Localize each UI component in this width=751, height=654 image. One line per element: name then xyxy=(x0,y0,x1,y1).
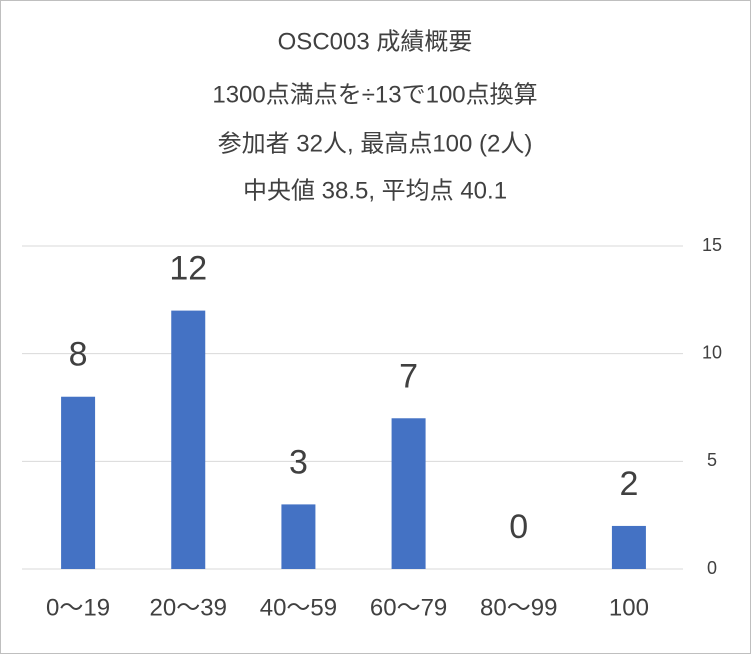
y-tick-label: 5 xyxy=(707,450,717,470)
chart-title: 参加者 32人, 最高点100 (2人) xyxy=(218,130,533,157)
bar xyxy=(281,504,316,569)
data-label: 0 xyxy=(509,508,528,546)
data-label: 2 xyxy=(619,465,638,503)
x-tick-label: 0〜19 xyxy=(46,594,110,621)
x-tick-label: 60〜79 xyxy=(370,594,447,621)
data-label: 8 xyxy=(69,336,88,374)
data-label: 7 xyxy=(399,357,418,395)
chart-title: 中央値 38.5, 平均点 40.1 xyxy=(243,177,507,204)
x-tick-label: 100 xyxy=(609,594,649,621)
x-tick-label: 20〜39 xyxy=(150,594,227,621)
bar xyxy=(391,418,426,569)
y-tick-label: 0 xyxy=(707,558,717,578)
x-tick-label: 40〜59 xyxy=(260,594,337,621)
bar xyxy=(611,525,646,569)
data-label: 12 xyxy=(169,250,207,288)
x-tick-label: 80〜99 xyxy=(480,594,557,621)
y-tick-label: 15 xyxy=(702,235,722,255)
chart-title: OSC003 成績概要 xyxy=(278,28,473,55)
chart-title: 1300点満点を÷13で100点換算 xyxy=(212,81,537,108)
bar xyxy=(171,310,206,569)
y-tick-label: 10 xyxy=(702,342,722,362)
bar xyxy=(61,396,96,569)
data-label: 3 xyxy=(289,443,308,481)
